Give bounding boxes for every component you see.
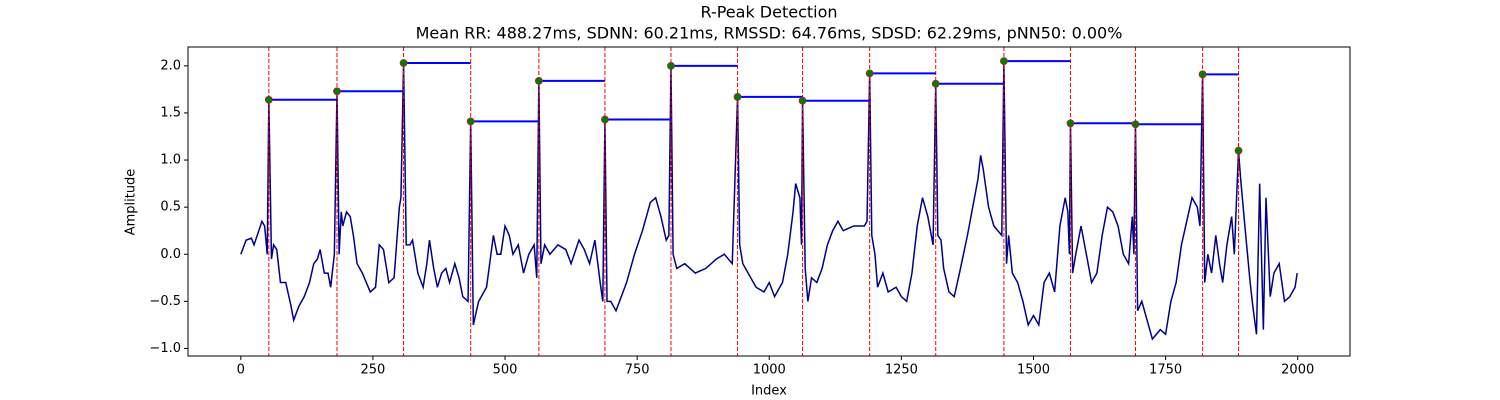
y-tick-label: 0.0	[160, 247, 181, 262]
peak-marker	[733, 93, 742, 101]
peak-marker	[999, 57, 1008, 66]
peak-marker	[1066, 119, 1075, 128]
y-tick-label: 1.5	[160, 105, 181, 120]
peak-marker	[534, 77, 543, 85]
y-tick-label: −1.0	[149, 341, 181, 356]
peak-marker	[264, 95, 273, 104]
y-tick-label: 1.0	[160, 153, 181, 168]
x-tick-label: 1250	[885, 363, 918, 378]
plot-frame	[187, 46, 1351, 357]
peak-marker	[1198, 70, 1207, 79]
peak-marker	[667, 61, 675, 70]
x-tick-label: 500	[493, 363, 518, 378]
x-axis-label: Index	[751, 384, 787, 399]
peak-marker	[931, 79, 940, 88]
peak-marker	[798, 96, 807, 105]
peak-marker	[333, 87, 341, 96]
chart-subtitle: Mean RR: 488.27ms, SDNN: 60.21ms, RMSSD:…	[416, 24, 1123, 43]
y-tick-label: 0.5	[160, 200, 181, 215]
x-tick-label: 1500	[1017, 363, 1050, 378]
y-axis-label: Amplitude	[124, 169, 139, 236]
x-tick-label: 0	[237, 363, 245, 378]
x-tick-label: 1750	[1149, 363, 1182, 378]
x-tick-label: 250	[361, 363, 386, 378]
peak-marker	[1131, 120, 1140, 129]
x-tick-label: 1000	[753, 363, 786, 378]
peak-marker	[601, 115, 609, 124]
peak-marker	[466, 117, 475, 126]
peak-marker	[399, 59, 408, 67]
y-tick-label: −0.5	[149, 294, 181, 309]
x-tick-label: 750	[625, 363, 650, 378]
y-tick-label: 2.0	[160, 58, 181, 73]
signal-line	[240, 61, 1298, 341]
peak-marker	[865, 69, 874, 78]
chart-title: R-Peak Detection	[700, 3, 837, 22]
x-tick-label: 2000	[1281, 363, 1314, 378]
peak-marker	[1234, 146, 1243, 155]
